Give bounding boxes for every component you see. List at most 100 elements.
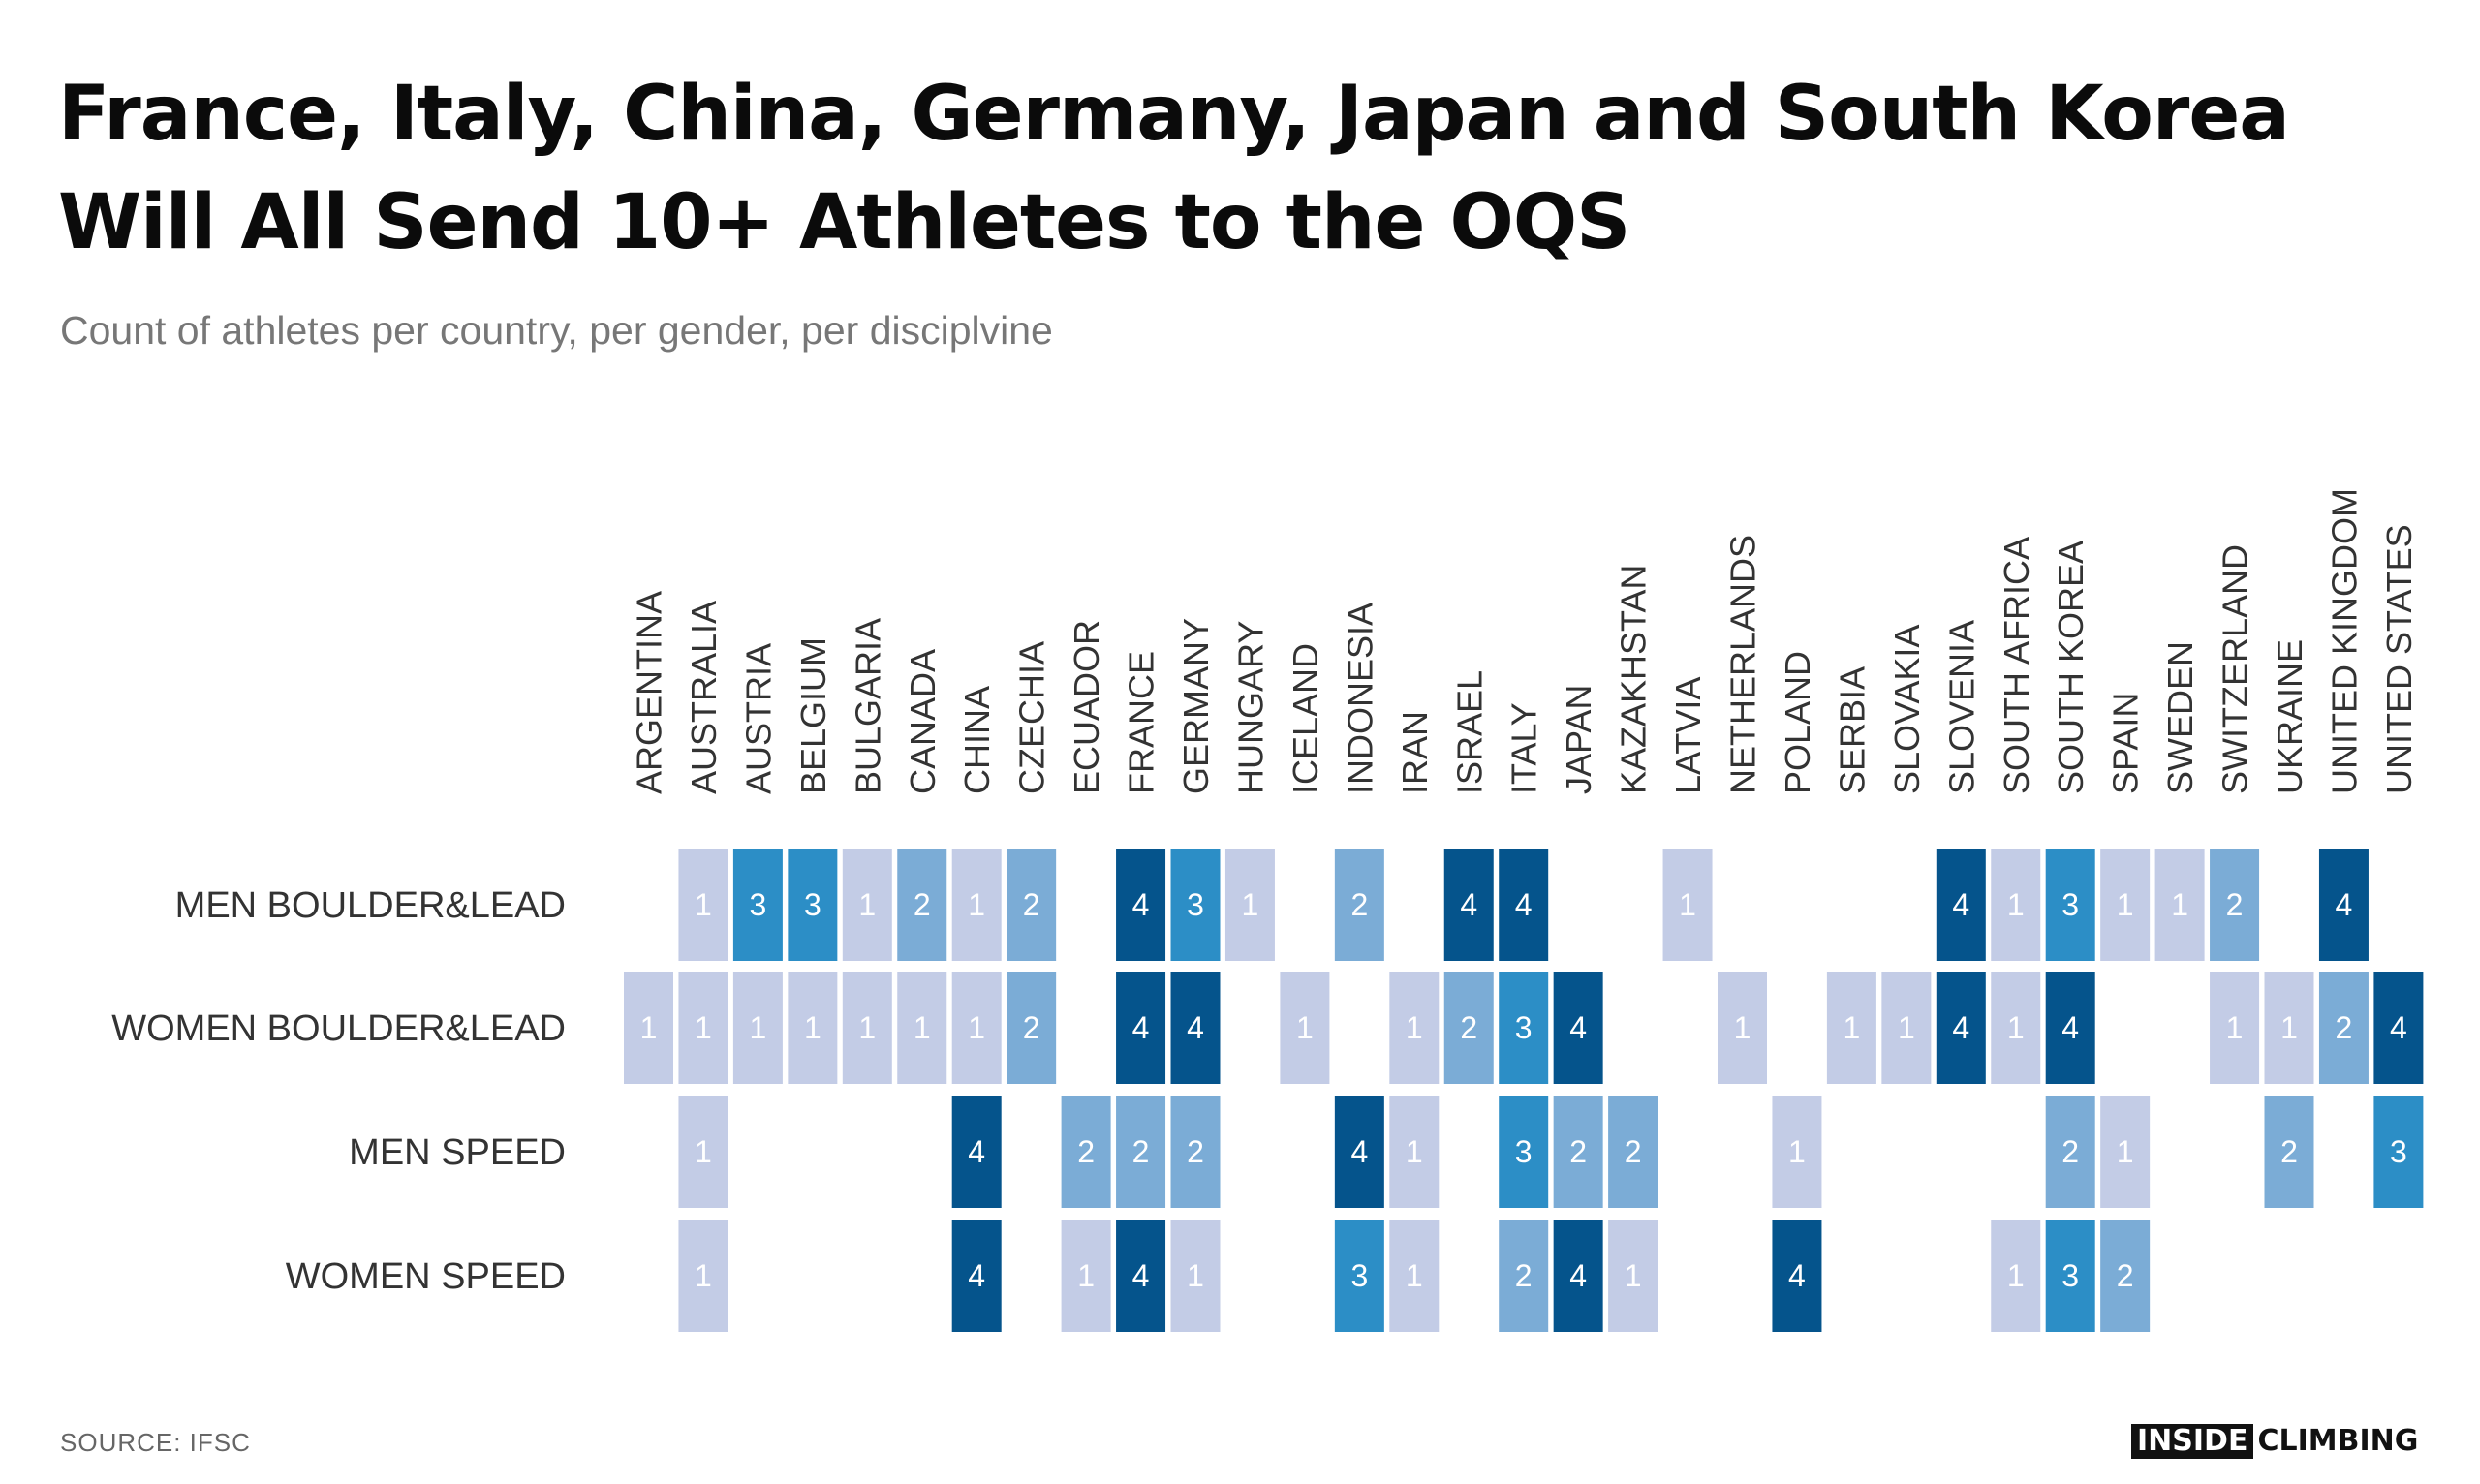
cell-value-women-boulder-lead-belgium: 1: [804, 1010, 822, 1045]
cell-men-boulder-lead-switzerland: [2210, 849, 2260, 961]
cell-value-women-boulder-lead-canada: 1: [914, 1010, 931, 1045]
logo-climbing: CLIMBING: [2257, 1424, 2419, 1458]
cell-men-boulder-lead-belgium: [788, 849, 838, 961]
cell-value-women-speed-spain: 2: [2117, 1258, 2134, 1293]
column-label-south-africa: SOUTH AFRICA: [1997, 537, 2036, 794]
title-line-2: Will All Send 10+ Athletes to the OQS: [58, 179, 1630, 266]
column-label-czechia: CZECHIA: [1012, 641, 1052, 794]
cell-value-women-boulder-lead-france: 4: [1132, 1010, 1150, 1045]
title-line-1: France, Italy, China, Germany, Japan and…: [58, 71, 2290, 158]
cell-women-speed-france: [1116, 1220, 1166, 1332]
cell-value-men-boulder-lead-belgium: 3: [804, 887, 822, 922]
cell-value-men-speed-china: 4: [968, 1134, 985, 1169]
cell-men-boulder-lead-bulgaria: [842, 849, 892, 961]
cell-women-boulder-lead-china: [951, 972, 1002, 1084]
cell-value-women-boulder-lead-serbia: 1: [1844, 1010, 1861, 1045]
cell-men-boulder-lead-australia: [678, 849, 728, 961]
cell-value-men-boulder-lead-italy: 4: [1515, 887, 1533, 922]
cell-women-boulder-lead-ukraine: [2264, 972, 2314, 1084]
cell-women-boulder-lead-italy: [1499, 972, 1549, 1084]
cell-value-women-boulder-lead-bulgaria: 1: [858, 1010, 876, 1045]
cell-value-women-speed-italy: 2: [1515, 1258, 1533, 1293]
cell-women-boulder-lead-united-kingdom: [2318, 972, 2369, 1084]
column-label-israel: ISRAEL: [1449, 670, 1489, 794]
cell-value-men-speed-australia: 1: [695, 1134, 712, 1169]
cell-men-boulder-lead-sweden: [2154, 849, 2205, 961]
column-label-argentina: ARGENTINA: [630, 591, 669, 794]
cell-value-women-boulder-lead-united-kingdom: 2: [2336, 1010, 2353, 1045]
cell-value-men-boulder-lead-france: 4: [1132, 887, 1150, 922]
cell-women-speed-china: [951, 1220, 1002, 1332]
cell-value-men-boulder-lead-hungary: 1: [1242, 887, 1259, 922]
cell-women-boulder-lead-france: [1116, 972, 1166, 1084]
column-label-iceland: ICELAND: [1286, 643, 1325, 794]
cell-value-women-boulder-lead-netherlands: 1: [1734, 1010, 1752, 1045]
cell-women-boulder-lead-united-states: [2373, 972, 2424, 1084]
cell-value-women-boulder-lead-iran: 1: [1406, 1010, 1423, 1045]
column-label-serbia: SERBIA: [1832, 666, 1872, 794]
column-label-kazakhstan: KAZAKHSTAN: [1614, 565, 1654, 794]
cell-men-speed-australia: [678, 1096, 728, 1208]
cell-value-women-speed-south-korea: 3: [2062, 1258, 2079, 1293]
column-label-slovakia: SLOVAKIA: [1887, 625, 1927, 794]
cell-women-boulder-lead-japan: [1553, 972, 1603, 1084]
cell-value-women-boulder-lead-germany: 4: [1187, 1010, 1204, 1045]
cell-value-men-speed-united-states: 3: [2390, 1134, 2407, 1169]
column-label-australia: AUSTRALIA: [684, 601, 724, 794]
column-label-united-kingdom: UNITED KINGDOM: [2324, 488, 2364, 794]
cell-value-men-boulder-lead-australia: 1: [695, 887, 712, 922]
column-label-italy: ITALY: [1504, 702, 1544, 794]
cell-men-speed-south-korea: [2045, 1096, 2095, 1208]
cell-men-boulder-lead-france: [1116, 849, 1166, 961]
cell-women-speed-germany: [1170, 1220, 1221, 1332]
cell-men-speed-kazakhstan: [1608, 1096, 1658, 1208]
cell-women-boulder-lead-germany: [1170, 972, 1221, 1084]
cell-women-boulder-lead-australia: [678, 972, 728, 1084]
cell-value-women-boulder-lead-slovakia: 1: [1898, 1010, 1915, 1045]
cell-men-speed-japan: [1553, 1096, 1603, 1208]
row-label-men-speed: MEN SPEED: [349, 1132, 566, 1173]
cell-men-boulder-lead-hungary: [1224, 849, 1275, 961]
cell-women-speed-japan: [1553, 1220, 1603, 1332]
cell-women-speed-iran: [1389, 1220, 1440, 1332]
cell-value-women-boulder-lead-czechia: 2: [1023, 1010, 1040, 1045]
column-label-china: CHINA: [957, 686, 997, 794]
cell-value-women-boulder-lead-china: 1: [968, 1010, 985, 1045]
cell-women-boulder-lead-slovakia: [1881, 972, 1932, 1084]
cell-men-boulder-lead-czechia: [1007, 849, 1057, 961]
cell-value-men-speed-poland: 1: [1788, 1134, 1806, 1169]
cell-value-women-boulder-lead-ukraine: 1: [2280, 1010, 2298, 1045]
column-label-sweden: SWEDEN: [2160, 641, 2200, 794]
cell-men-boulder-lead-austria: [732, 849, 783, 961]
cell-value-men-boulder-lead-china: 1: [968, 887, 985, 922]
column-label-spain: SPAIN: [2106, 693, 2146, 794]
column-label-south-korea: SOUTH KOREA: [2051, 541, 2091, 794]
cell-women-boulder-lead-israel: [1443, 972, 1494, 1084]
column-label-iran: IRAN: [1395, 711, 1435, 794]
column-label-germany: GERMANY: [1176, 618, 1216, 794]
cell-women-boulder-lead-czechia: [1007, 972, 1057, 1084]
column-label-belgium: BELGIUM: [793, 637, 833, 794]
cell-women-boulder-lead-south-africa: [1991, 972, 2041, 1084]
cell-value-women-boulder-lead-italy: 3: [1515, 1010, 1533, 1045]
chart-subtitle: Count of athletes per country, per gende…: [60, 308, 1053, 353]
cell-value-men-speed-spain: 1: [2117, 1134, 2134, 1169]
cell-women-boulder-lead-serbia: [1826, 972, 1876, 1084]
cell-men-speed-united-states: [2373, 1096, 2424, 1208]
cell-value-men-speed-ukraine: 2: [2280, 1134, 2298, 1169]
cell-value-women-boulder-lead-switzerland: 1: [2226, 1010, 2244, 1045]
cell-value-women-speed-china: 4: [968, 1258, 985, 1293]
cell-women-speed-south-africa: [1991, 1220, 2041, 1332]
column-label-slovenia: SLOVENIA: [1941, 620, 1981, 794]
cell-women-boulder-lead-switzerland: [2210, 972, 2260, 1084]
cell-value-men-boulder-lead-canada: 2: [914, 887, 931, 922]
cell-women-speed-kazakhstan: [1608, 1220, 1658, 1332]
cell-value-women-boulder-lead-south-korea: 4: [2062, 1010, 2079, 1045]
cell-value-women-speed-iran: 1: [1406, 1258, 1423, 1293]
cell-value-men-boulder-lead-latvia: 1: [1679, 887, 1696, 922]
chart-title: France, Italy, China, Germany, Japan and…: [58, 60, 2290, 277]
cell-men-speed-poland: [1772, 1096, 1822, 1208]
cell-men-speed-germany: [1170, 1096, 1221, 1208]
column-label-hungary: HUNGARY: [1230, 621, 1270, 794]
